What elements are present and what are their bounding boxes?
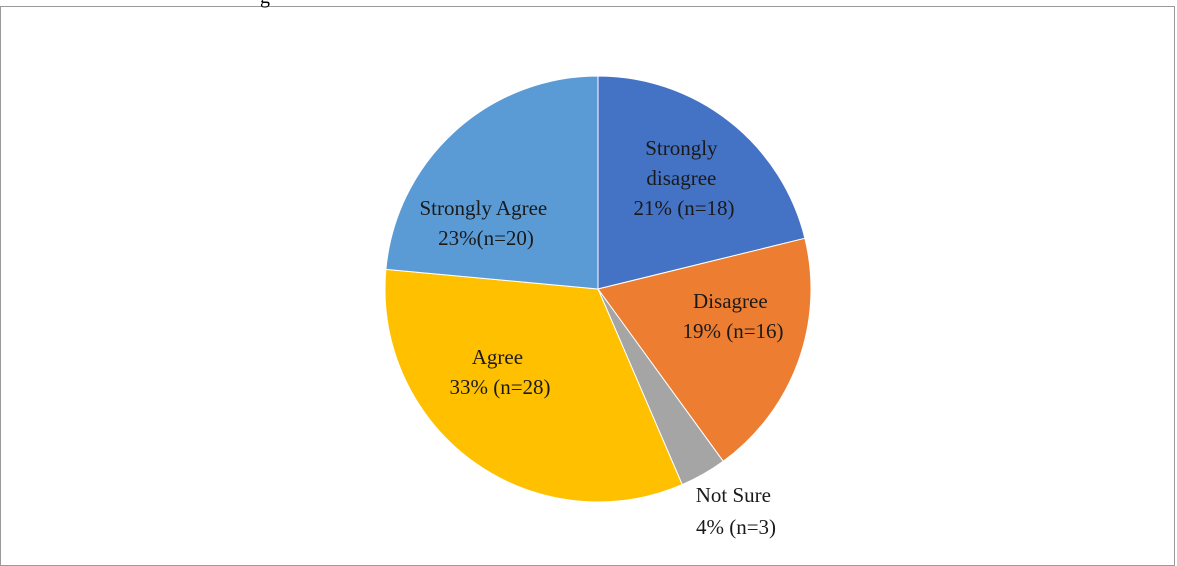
label-strongly-disagree-line1: Strongly [645, 136, 718, 160]
label-strongly-agree: Strongly Agree 23%(n=20) [420, 196, 553, 250]
label-not-sure-line1: Not Sure [696, 483, 771, 507]
pie-slice-disagree [597, 237, 812, 463]
clipped-heading-fragment: g [260, 0, 320, 8]
label-agree: Agree 33% (n=28) [449, 345, 550, 399]
label-disagree-line1: Disagree [693, 289, 768, 313]
pie-slices [384, 75, 812, 503]
label-not-sure-value: 4% (n=3) [696, 515, 776, 539]
label-agree-line1: Agree [472, 345, 523, 369]
label-disagree-value: 19% (n=16) [682, 319, 783, 343]
label-strongly-disagree: Strongly disagree 21% (n=18) [633, 136, 734, 220]
label-strongly-agree-line1: Strongly Agree [420, 196, 548, 220]
label-strongly-disagree-value: 21% (n=18) [633, 196, 734, 220]
label-strongly-agree-value: 23%(n=20) [438, 226, 534, 250]
label-agree-value: 33% (n=28) [449, 375, 550, 399]
label-strongly-disagree-line2: disagree [646, 166, 716, 190]
label-disagree: Disagree 19% (n=16) [682, 289, 783, 343]
pie-slice-agree [384, 268, 683, 503]
pie-slice-strongly-agree [385, 75, 599, 290]
label-not-sure: Not Sure 4% (n=3) [696, 483, 777, 539]
pie-slice-strongly-disagree [597, 75, 806, 290]
slice-labels: Strongly disagree 21% (n=18) Disagree 19… [420, 136, 784, 539]
